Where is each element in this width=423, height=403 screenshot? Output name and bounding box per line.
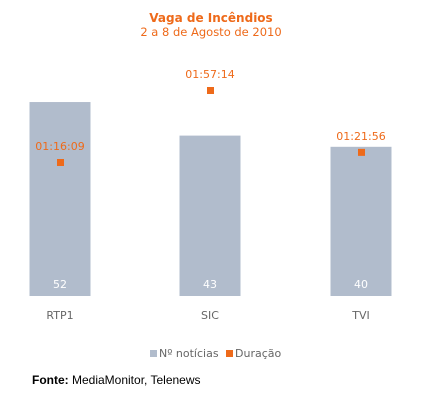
duration-label-tvi: 01:21:56 bbox=[336, 130, 385, 143]
duration-marker-rtp1 bbox=[57, 159, 64, 166]
category-label-sic: SIC bbox=[201, 309, 219, 322]
bar-value-label-rtp1: 52 bbox=[53, 278, 67, 291]
source-label: Fonte: bbox=[32, 373, 69, 387]
category-label-tvi: TVI bbox=[351, 309, 370, 322]
duration-label-sic: 01:57:14 bbox=[185, 68, 234, 81]
duration-marker-sic bbox=[207, 87, 214, 94]
plot-area: 52 01:16:09 RTP1 43 01:57:14 SIC 40 01:21:56 TVI bbox=[29, 68, 392, 322]
category-label-rtp1: RTP1 bbox=[46, 309, 73, 322]
bar-tvi bbox=[330, 146, 392, 296]
duration-marker-tvi bbox=[358, 148, 365, 156]
chart-title: Vaga de Incêndios bbox=[149, 11, 272, 25]
source-note: Fonte: MediaMonitor, Telenews bbox=[32, 373, 201, 387]
duration-label-rtp1: 01:16:09 bbox=[35, 140, 84, 153]
legend-label-duracao: Duração bbox=[235, 347, 281, 360]
bar-value-label-tvi: 40 bbox=[354, 278, 368, 291]
legend-label-noticias: Nº notícias bbox=[159, 347, 219, 360]
source-text: MediaMonitor, Telenews bbox=[68, 373, 201, 387]
bar-value-label-sic: 43 bbox=[203, 278, 217, 291]
legend-swatch-duracao bbox=[226, 350, 233, 357]
legend: Nº notícias Duração bbox=[150, 347, 281, 360]
legend-swatch-noticias bbox=[150, 350, 157, 357]
bar-rtp1 bbox=[29, 102, 91, 296]
chart-subtitle: 2 a 8 de Agosto de 2010 bbox=[140, 25, 281, 39]
bar-sic bbox=[179, 135, 241, 296]
